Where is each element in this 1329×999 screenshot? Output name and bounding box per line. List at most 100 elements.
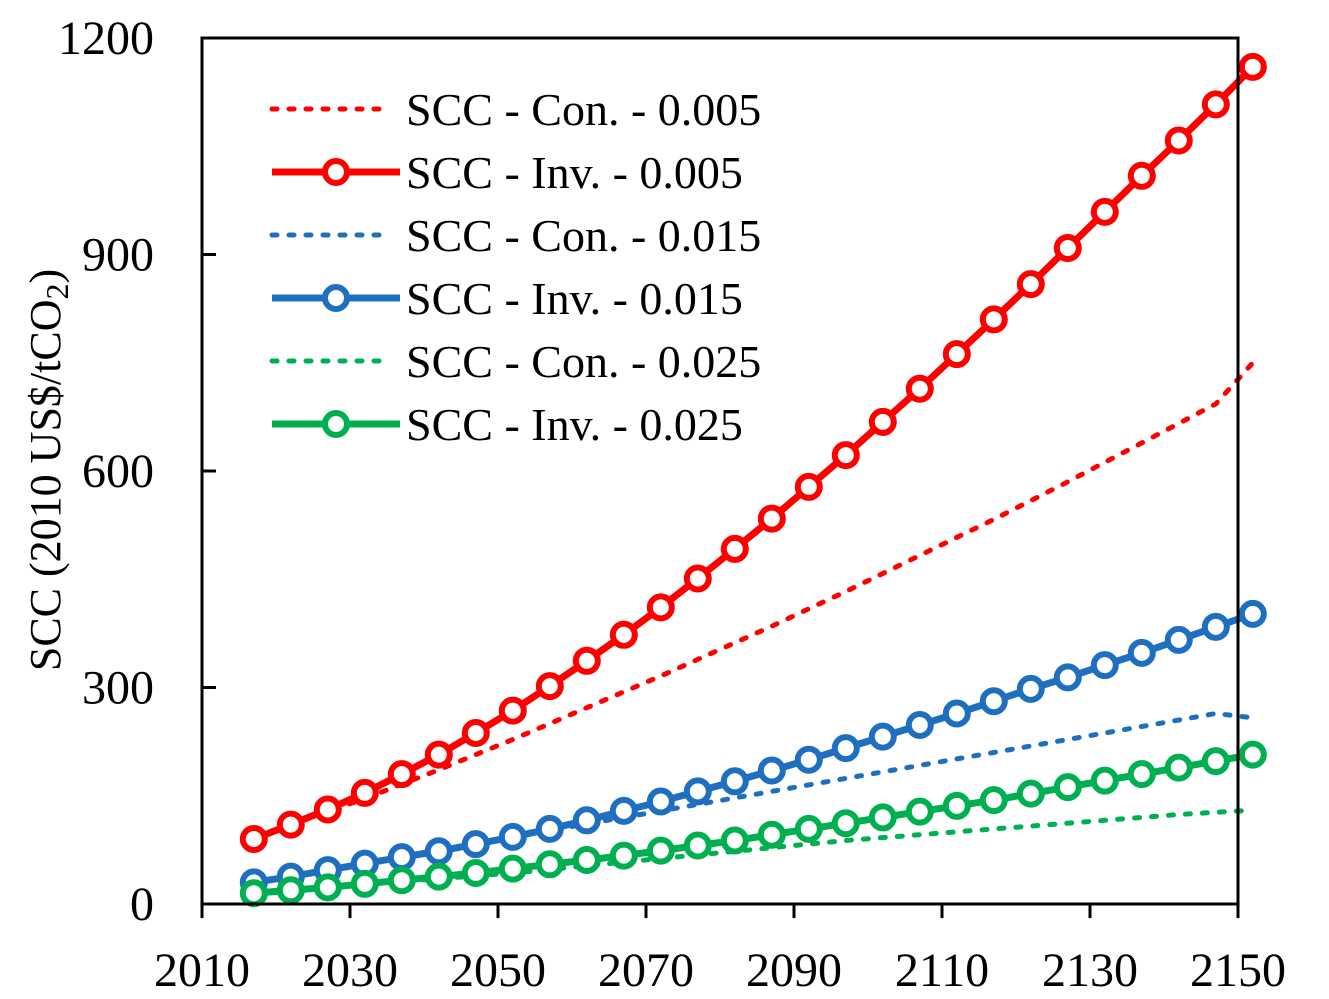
series-line (252, 64, 1256, 843)
data-point (868, 407, 897, 436)
legend-marker (322, 158, 350, 186)
data-point (1164, 753, 1193, 782)
data-point (461, 859, 490, 887)
data-point (683, 777, 712, 806)
data-point (239, 879, 268, 908)
legend-marker (322, 284, 350, 312)
legend-label: SCC - Con. - 0.015 (406, 210, 761, 261)
data-point (720, 767, 749, 796)
legend-label: SCC - Con. - 0.005 (406, 84, 761, 135)
data-point (1201, 747, 1230, 776)
data-point (276, 810, 305, 839)
legend-item: SCC - Inv. - 0.005 (272, 147, 743, 198)
data-point (424, 740, 453, 769)
data-point (535, 850, 564, 879)
y-tick-label: 900 (82, 229, 154, 282)
series-line (253, 751, 1254, 897)
data-point (942, 340, 971, 369)
data-point (498, 854, 527, 883)
x-tick-label: 2070 (598, 944, 694, 997)
data-point (1016, 674, 1045, 703)
data-point (868, 803, 897, 832)
data-point (1238, 52, 1267, 81)
data-point (646, 787, 675, 816)
data-point (609, 620, 638, 649)
data-point (905, 374, 934, 403)
legend-label: SCC - Inv. - 0.005 (406, 147, 743, 198)
data-point (276, 876, 305, 905)
data-point (609, 841, 638, 870)
y-axis-title-end: ) (21, 269, 70, 284)
y-axis-title-main: SCC (2010 US$/tCO (21, 300, 70, 672)
data-point (239, 825, 268, 853)
data-point (498, 696, 527, 725)
data-point (831, 441, 860, 470)
y-tick-label: 1200 (58, 12, 154, 65)
data-point (720, 826, 749, 855)
legend-label: SCC - Inv. - 0.015 (406, 273, 743, 324)
plot-series (239, 52, 1267, 908)
legend-item: SCC - Inv. - 0.025 (272, 399, 743, 450)
data-point (646, 593, 675, 622)
data-point (461, 830, 490, 859)
series-scc-inv-0-015 (239, 599, 1267, 897)
data-point (1164, 126, 1193, 155)
y-tick-label: 300 (82, 662, 154, 715)
data-point (1201, 90, 1230, 119)
data-point (609, 796, 638, 825)
data-point (535, 814, 564, 843)
plot-area-frame (200, 36, 1240, 906)
data-point (572, 646, 601, 675)
legend-item: SCC - Con. - 0.015 (269, 210, 761, 261)
data-point (942, 791, 971, 820)
x-tick-label: 2110 (895, 944, 989, 997)
data-point (424, 837, 453, 866)
data-point (720, 534, 749, 563)
data-point (572, 806, 601, 835)
series-scc-inv-0-005 (239, 52, 1267, 853)
data-point (646, 836, 675, 865)
data-point (313, 795, 342, 824)
data-point (1127, 638, 1156, 667)
data-point (535, 672, 564, 701)
legend-label: SCC - Con. - 0.025 (406, 336, 761, 387)
legend: SCC - Con. - 0.005 SCC - Inv. - 0.005 SCC … (269, 84, 761, 450)
series-scc-inv-0-025 (239, 740, 1267, 908)
x-tick-label: 2130 (1042, 944, 1138, 997)
data-point (1238, 740, 1267, 769)
data-point (905, 711, 934, 739)
data-point (461, 719, 490, 747)
y-axis-title-subscript: 2 (39, 284, 75, 300)
y-tick-label: 600 (82, 445, 154, 498)
x-tick-label: 2050 (450, 944, 546, 997)
data-point (1053, 773, 1082, 802)
data-point (757, 820, 786, 849)
data-point (794, 745, 823, 774)
data-point (868, 722, 897, 751)
x-tick-label: 2090 (746, 944, 842, 997)
y-axis-title: SCC (2010 US$/tCO2) (21, 269, 75, 671)
data-point (313, 873, 342, 902)
data-point (572, 846, 601, 874)
data-point (1127, 760, 1156, 789)
data-point (979, 305, 1008, 334)
data-point (1053, 234, 1082, 262)
data-point (794, 814, 823, 843)
data-point (942, 699, 971, 728)
legend-item: SCC - Inv. - 0.015 (272, 273, 743, 324)
legend-label: SCC - Inv. - 0.025 (406, 399, 743, 450)
y-ticks: 0 300 600 900 1200 (58, 12, 216, 931)
data-point (794, 472, 823, 501)
y-tick-label: 0 (130, 878, 154, 931)
data-point (1164, 625, 1193, 654)
data-point (1016, 779, 1045, 808)
data-point (1090, 766, 1119, 795)
data-point (683, 831, 712, 860)
x-tick-label: 2010 (154, 944, 250, 997)
data-point (1238, 599, 1267, 628)
data-point (757, 756, 786, 785)
x-ticks: 2010 2030 2050 2070 2090 2110 2130 2150 (154, 904, 1286, 997)
data-point (350, 869, 379, 898)
data-point (1127, 161, 1156, 190)
